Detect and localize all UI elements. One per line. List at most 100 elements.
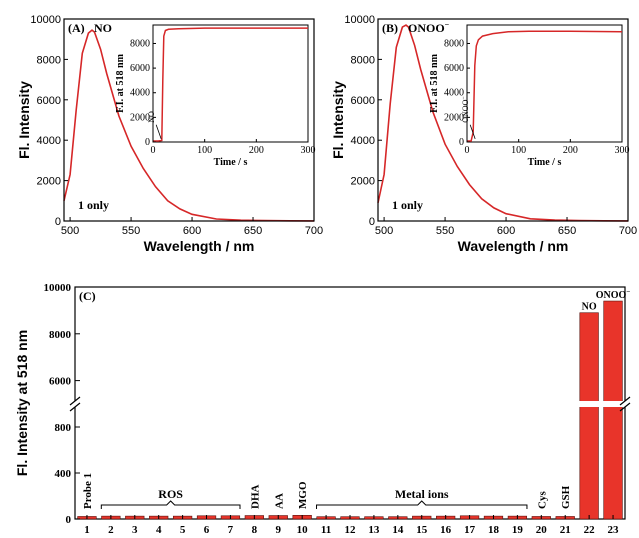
group-brace: [316, 500, 528, 509]
inset-frame: [466, 24, 623, 143]
inset-y-tick-label: 2000: [130, 112, 150, 123]
inset-x-axis-label: Time / s: [214, 157, 248, 168]
analyte-text: ONOO: [408, 21, 445, 35]
panel-b: 500 550 600 650 7000200040006000800010000Wav…: [330, 14, 637, 254]
y-axis-label: Fl. Intensity at 518 nm: [14, 330, 30, 476]
inset: 0 100 200 300 0 2000 4000 6000 8000 Time / s F.I. …: [115, 24, 316, 168]
panel-a: 500 550 600 650 7000200040006000800010000Wav…: [16, 14, 323, 254]
x-axis-label: Wavelength / nm: [458, 238, 569, 254]
inset-arrow-label: ONOO−: [461, 96, 470, 123]
x-tick-label: 16: [440, 524, 452, 536]
note-label: 1 only: [392, 198, 423, 212]
x-tick-label: 13: [368, 524, 380, 536]
x-tick-label: 9: [276, 524, 282, 536]
inset-y-tick-label: 0: [459, 137, 464, 148]
panel-label: (B): [382, 21, 398, 35]
inset-y-tick-label: 6000: [130, 63, 150, 74]
inset-arrow-text: ONOO: [461, 99, 470, 122]
inset-arrow-superscript: −: [461, 96, 467, 100]
x-tick-label: 4: [156, 524, 162, 536]
spectrum-line: [377, 24, 629, 222]
inset-x-tick-label: 300: [301, 145, 316, 156]
y-axis-label: Fl. Intensity: [16, 81, 32, 159]
x-tick-label: 10: [297, 524, 309, 536]
inset-kinetic-line: [153, 27, 308, 142]
plot-frame: [377, 18, 629, 222]
inset-kinetic-line: [467, 30, 623, 142]
inset-x-tick-label: 0: [151, 145, 156, 156]
y-tick-label: 8000: [351, 54, 375, 66]
axis-break-mark: [619, 402, 631, 412]
y-tick-label: 800: [55, 422, 72, 434]
y-tick-label: 6000: [37, 95, 61, 107]
spectrum-line: [63, 29, 315, 222]
inset-y-tick-label: 6000: [444, 63, 464, 74]
bar-top-label: ONOO−: [596, 288, 631, 301]
x-tick-label: 21: [560, 524, 571, 536]
y-tick-label: 0: [369, 216, 375, 228]
group-label: Metal ions: [395, 487, 449, 501]
y-tick-label: 0: [55, 216, 61, 228]
inset-arrow: [155, 124, 162, 140]
analyte-label: ONOO−: [408, 20, 450, 35]
axis-break-gap: [73, 401, 627, 407]
x-tick-label: 17: [464, 524, 476, 536]
y-tick-label: 400: [55, 468, 72, 480]
inset-frame: [152, 24, 309, 143]
panel-label: (A): [68, 21, 85, 35]
group-label: ROS: [158, 487, 183, 501]
x-tick-label: 8: [252, 524, 258, 536]
inset-x-tick-label: 0: [465, 145, 470, 156]
y-tick-label: 2000: [37, 176, 61, 188]
bar-label: Probe 1: [82, 473, 94, 509]
y-tick-label: 6000: [49, 376, 72, 388]
x-tick-label: 3: [132, 524, 138, 536]
inset-y-tick-label: 2000: [444, 112, 464, 123]
x-tick-label: 550: [122, 225, 140, 237]
x-tick-label: 14: [392, 524, 404, 536]
x-tick-label: 550: [436, 225, 454, 237]
x-tick-label: 20: [536, 524, 548, 536]
y-tick-label: 0: [66, 514, 72, 526]
analyte-label: NO: [94, 21, 112, 35]
x-tick-label: 700: [305, 225, 323, 237]
x-tick-label: 500: [61, 225, 79, 237]
analyte-text: NO: [94, 21, 112, 35]
inset-y-tick-label: 0: [145, 137, 150, 148]
x-tick-label: 12: [345, 524, 357, 536]
bar-label: DHA: [249, 485, 261, 510]
note-label: 1 only: [78, 198, 109, 212]
x-tick-label: 650: [558, 225, 576, 237]
y-tick-label: 2000: [351, 176, 375, 188]
axis-break-mark: [69, 396, 81, 406]
inset-arrow-text: NO: [147, 111, 156, 123]
inset-y-tick-label: 8000: [444, 38, 464, 49]
bar-label: MGO: [297, 481, 309, 509]
inset-arrow: [469, 124, 476, 140]
bar-top-text: ONOO: [596, 290, 627, 301]
y-tick-label: 4000: [37, 135, 61, 147]
inset-y-tick-label: 4000: [130, 88, 150, 99]
x-tick-label: 700: [619, 225, 637, 237]
bar-top-label: NO: [582, 302, 597, 313]
x-tick-label: 22: [584, 524, 596, 536]
inset-y-axis-label: F.I. at 518 nm: [429, 53, 440, 112]
x-tick-label: 15: [416, 524, 428, 536]
x-tick-label: 650: [244, 225, 262, 237]
inset-x-tick-label: 100: [511, 145, 526, 156]
inset: 0 100 200 300 0 2000 4000 6000 8000 Time / s F.I. …: [429, 24, 630, 168]
inset-x-tick-label: 200: [563, 145, 578, 156]
x-tick-label: 6: [204, 524, 210, 536]
y-tick-label: 10000: [30, 14, 61, 26]
axis-break-mark: [619, 396, 631, 406]
x-tick-label: 11: [321, 524, 331, 536]
y-tick-label: 8000: [37, 54, 61, 66]
x-tick-label: 2: [108, 524, 114, 536]
bar-label: AA: [273, 493, 285, 509]
bar-top-superscript: −: [626, 288, 630, 296]
analyte-superscript: −: [445, 20, 450, 29]
inset-arrow-label: NO: [147, 111, 156, 123]
group-brace: [100, 500, 241, 509]
x-tick-label: 7: [228, 524, 234, 536]
